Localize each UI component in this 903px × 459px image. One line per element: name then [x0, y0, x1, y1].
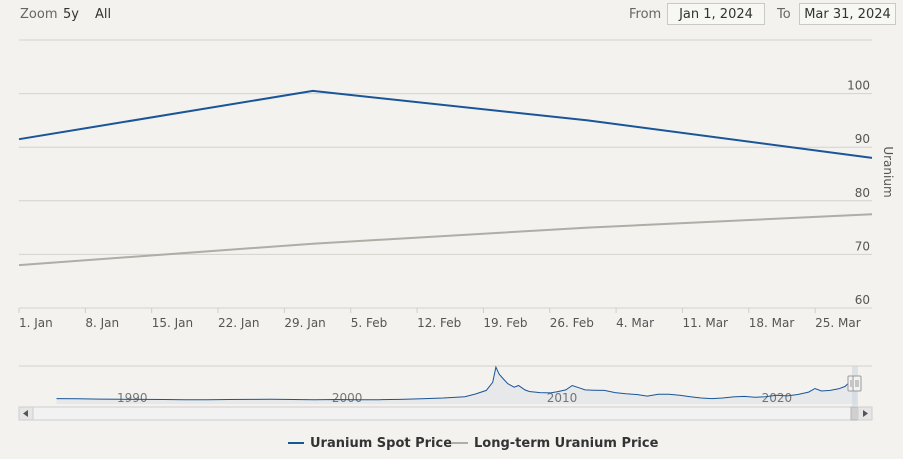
x-tick-label: 12. Feb [417, 316, 461, 330]
series-line [18, 213, 873, 267]
zoom-5y-button[interactable]: 5y [63, 7, 79, 22]
navigator-year-label: 1990 [117, 391, 148, 405]
zoom-label: Zoom [20, 7, 58, 22]
from-label: From [629, 7, 662, 22]
navigator-year-label: 2020 [762, 391, 793, 405]
legend-swatch-spot [288, 441, 304, 444]
scroll-right-button[interactable] [857, 406, 873, 421]
from-date-input[interactable]: Jan 1, 2024 [667, 3, 765, 25]
x-tick-label: 18. Mar [749, 316, 795, 330]
navigator[interactable]: 1990 2000 2010 2020 [19, 365, 872, 406]
y-tick-label: 80 [855, 186, 870, 200]
x-tick-label: 4. Mar [616, 316, 654, 330]
x-axis: 1. Jan 8. Jan 15. Jan 22. Jan 29. Jan 5. Feb 1… [18, 308, 861, 330]
arrow-left-icon [23, 410, 28, 417]
x-tick-label: 15. Jan [152, 316, 193, 330]
series-lines [18, 89, 873, 267]
x-tick-label: 1. Jan [19, 316, 53, 330]
x-tick-label: 11. Mar [682, 316, 728, 330]
scrollbar[interactable] [18, 406, 873, 421]
navigator-year-label: 2010 [547, 391, 578, 405]
x-tick-label: 5. Feb [351, 316, 388, 330]
y-axis-label: Uranium [881, 146, 895, 197]
y-tick-label: 100 [847, 79, 870, 93]
x-tick-label: 19. Feb [483, 316, 527, 330]
grid-lines [19, 39, 872, 309]
navigator-series-line [56, 365, 858, 401]
scrollbar-thumb[interactable] [850, 406, 859, 421]
x-tick-label: 25. Mar [815, 316, 861, 330]
legend-item-longterm-price[interactable]: Long-term Uranium Price [452, 436, 658, 451]
uranium-price-chart: 1. Jan 8. Jan 15. Jan 22. Jan 29. Jan 5. Feb 1… [18, 39, 895, 421]
navigator-handle-right[interactable] [852, 375, 862, 392]
legend-label-longterm: Long-term Uranium Price [474, 436, 659, 451]
to-label: To [777, 7, 791, 22]
y-tick-label: 90 [855, 132, 870, 146]
zoom-all-button[interactable]: All [95, 7, 112, 22]
x-tick-label: 26. Feb [550, 316, 594, 330]
y-axis: 60 70 80 90 100 [847, 79, 870, 307]
y-tick-label: 60 [855, 293, 870, 307]
scroll-left-button[interactable] [18, 406, 34, 421]
legend-item-spot-price[interactable]: Uranium Spot Price [288, 436, 452, 451]
range-selector: Zoom 5y All From Jan 1, 2024 To Mar 31, … [0, 0, 903, 32]
x-tick-label: 29. Jan [284, 316, 325, 330]
legend: Uranium Spot Price Long-term Uranium Pri… [0, 436, 903, 456]
x-tick-label: 8. Jan [85, 316, 119, 330]
arrow-right-icon [863, 410, 868, 417]
scrollbar-track[interactable] [18, 406, 873, 421]
series-line [18, 89, 873, 159]
to-date-input[interactable]: Mar 31, 2024 [799, 3, 896, 25]
navigator-year-label: 2000 [332, 391, 363, 405]
y-tick-label: 70 [855, 239, 870, 253]
x-tick-label: 22. Jan [218, 316, 259, 330]
legend-swatch-longterm [452, 441, 468, 444]
legend-label-spot: Uranium Spot Price [310, 436, 453, 451]
navigator-year-labels: 1990 2000 2010 2020 [117, 391, 792, 405]
navigator-area-fill [56, 367, 857, 404]
